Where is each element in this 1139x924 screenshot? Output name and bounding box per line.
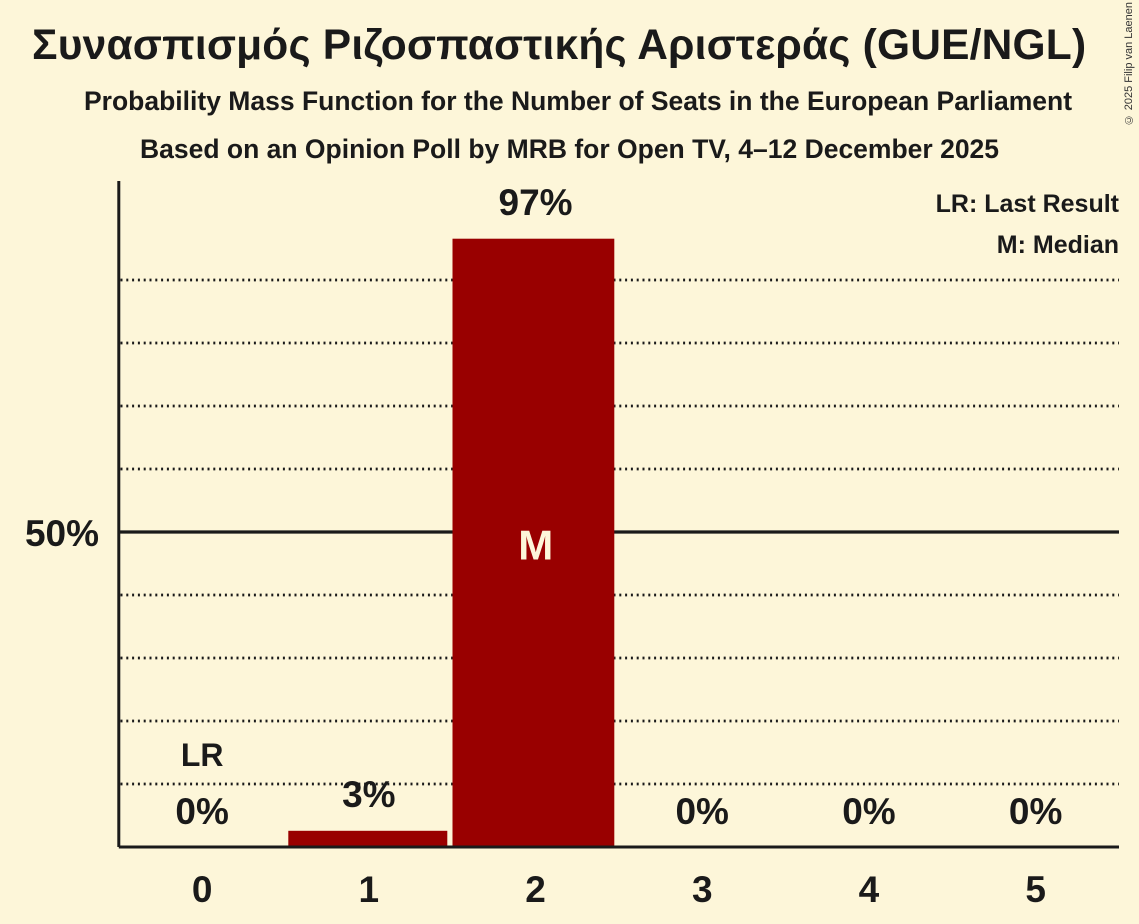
svg-text:M: M bbox=[518, 522, 553, 569]
